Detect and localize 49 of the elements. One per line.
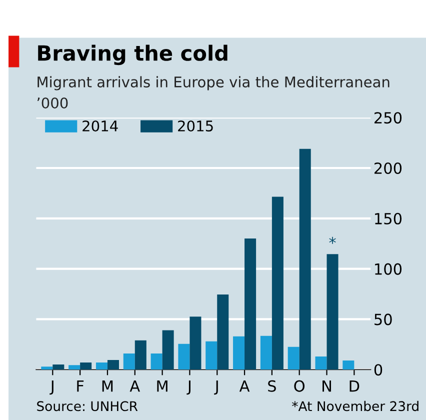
x-tick-label: F bbox=[77, 380, 84, 392]
bar bbox=[342, 360, 354, 370]
x-tick-label: N bbox=[322, 380, 331, 392]
legend-label: 2015 bbox=[178, 120, 213, 132]
chart-subtitle: Migrant arrivals in Europe via the Mediterranean bbox=[38, 76, 390, 90]
bar bbox=[178, 344, 190, 370]
y-tick-label: 0 bbox=[374, 364, 382, 376]
bar bbox=[299, 148, 311, 370]
chart-title: Braving the cold bbox=[38, 44, 228, 66]
bar bbox=[260, 336, 272, 370]
x-tick-label: J bbox=[50, 380, 54, 395]
bar bbox=[162, 330, 174, 370]
x-tick-label: M bbox=[157, 380, 168, 392]
bar bbox=[134, 340, 146, 370]
bar bbox=[41, 366, 53, 370]
bar bbox=[150, 353, 162, 370]
x-tick-label: A bbox=[239, 380, 250, 392]
bar bbox=[206, 341, 218, 370]
y-axis-title: ’000 bbox=[37, 97, 68, 108]
x-tick-label: D bbox=[350, 380, 360, 392]
x-tick-label: O bbox=[294, 380, 305, 392]
bar bbox=[107, 360, 119, 370]
x-tick-label: S bbox=[268, 380, 276, 392]
bar bbox=[123, 353, 135, 370]
x-tick-label: J bbox=[214, 380, 218, 395]
legend-label: 2014 bbox=[82, 120, 118, 132]
y-tick-label: 100 bbox=[375, 263, 402, 275]
y-tick-label: 200 bbox=[374, 162, 402, 174]
y-tick-label: 250 bbox=[374, 112, 402, 124]
x-tick-label: A bbox=[130, 380, 140, 392]
bar bbox=[80, 362, 92, 370]
x-tick-label: M bbox=[102, 380, 113, 392]
bar bbox=[233, 336, 245, 370]
bar bbox=[326, 254, 338, 370]
bar bbox=[190, 316, 202, 370]
y-tick-label: 50 bbox=[374, 314, 392, 326]
bar bbox=[96, 362, 108, 370]
bar bbox=[244, 238, 256, 370]
bar bbox=[315, 356, 327, 370]
bar bbox=[52, 364, 64, 370]
bar bbox=[68, 365, 80, 370]
bar bbox=[272, 196, 284, 370]
bar bbox=[288, 346, 300, 370]
annotation: * bbox=[329, 236, 336, 244]
source-note: Source: UNHCR bbox=[37, 401, 138, 412]
y-tick-label: 150 bbox=[375, 212, 402, 224]
text: *At November 23rd bbox=[292, 400, 418, 412]
bar bbox=[217, 294, 229, 370]
x-tick-label: J bbox=[186, 380, 190, 395]
